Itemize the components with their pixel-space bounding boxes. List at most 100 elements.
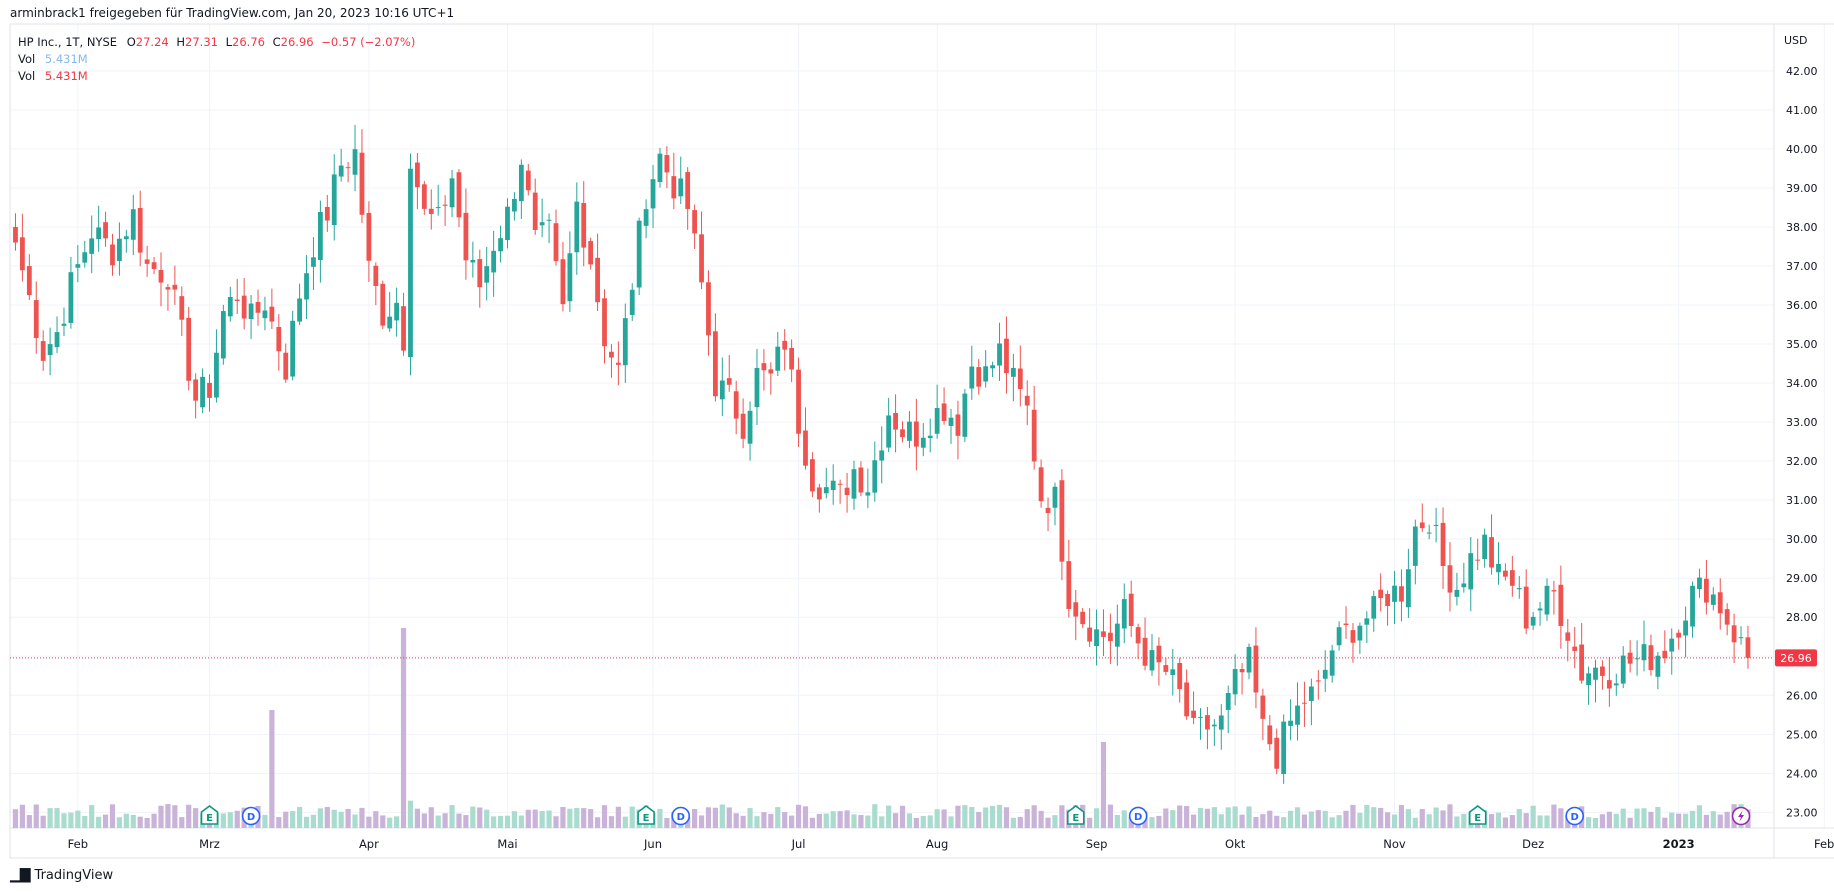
volume-bar (394, 816, 400, 828)
volume-bar (574, 807, 580, 828)
candle-body (428, 208, 434, 214)
candle (1461, 562, 1467, 593)
volume-bar (1038, 810, 1044, 828)
candle-body (872, 460, 878, 493)
x-tick-label: 2023 (1663, 837, 1695, 851)
volume-bar (1385, 812, 1391, 828)
candle-body (1232, 669, 1238, 695)
earnings-event-icon[interactable]: E (1066, 805, 1085, 825)
candle-body (920, 437, 926, 448)
candle (387, 292, 393, 332)
volume-label-1[interactable]: Vol (18, 52, 36, 66)
candle-body (1315, 680, 1321, 682)
volume-bar (290, 811, 296, 828)
volume-bar (553, 816, 559, 828)
volume-bar (1003, 807, 1010, 828)
candle (955, 400, 961, 460)
candle-body (1059, 480, 1065, 562)
x-tick-label: Feb (68, 837, 88, 851)
volume-bar (1378, 807, 1384, 828)
candle-body (1503, 570, 1508, 577)
volume-bar (761, 812, 767, 828)
candle (650, 164, 656, 228)
volume-bar (1371, 807, 1377, 828)
candle-body (1433, 524, 1439, 526)
time-axis[interactable]: Feb Mrz Apr Mai Jun Jul Aug Sep Okt Nov Dez 2023 Feb (68, 837, 1834, 851)
candle (858, 461, 864, 497)
candle (913, 398, 919, 471)
dividend-marker-letter: D (1571, 812, 1579, 823)
candle-body (844, 487, 850, 496)
y-tick-label: 23.00 (1786, 806, 1818, 819)
earnings-marker-letter: E (1474, 813, 1481, 824)
volume-bar (366, 816, 372, 828)
dividend-event-icon[interactable]: D (1128, 806, 1148, 826)
candle (1468, 536, 1474, 612)
price-axis[interactable]: 23.0024.0025.0026.0027.0028.0029.0030.00… (1786, 65, 1818, 820)
candle-body (1357, 625, 1363, 641)
volume-bar (775, 807, 781, 828)
candle (997, 322, 1002, 381)
volume-bar (927, 815, 933, 828)
dividend-event-icon[interactable]: D (1565, 806, 1585, 826)
candle-body (415, 162, 420, 188)
y-tick-label: 39.00 (1786, 182, 1818, 195)
dividend-event-icon[interactable]: D (241, 806, 261, 826)
candle (82, 240, 88, 268)
volume-bar (1585, 817, 1592, 828)
volume-bar (1669, 812, 1675, 828)
earnings-event-icon[interactable]: E (1468, 805, 1487, 825)
candle (629, 283, 635, 321)
candle-body (823, 487, 829, 494)
candle-body (816, 487, 822, 500)
volume-bar (1260, 814, 1266, 828)
share-attribution: arminbrack1 freigegeben für TradingView.… (10, 6, 455, 20)
volume-bar (1454, 816, 1460, 828)
earnings-event-icon[interactable]: E (637, 805, 655, 825)
volume-bar (1502, 817, 1509, 828)
candle-body (1066, 561, 1072, 609)
y-tick-label: 38.00 (1786, 221, 1818, 234)
volume-label-2[interactable]: Vol (18, 69, 36, 83)
candle-body (678, 178, 684, 197)
volume-bar (989, 805, 996, 828)
candle-body (200, 376, 205, 408)
candle (1572, 626, 1578, 669)
tradingview-brand[interactable]: ▁▇ TradingView (10, 867, 113, 883)
volume-bar (837, 811, 843, 828)
candle (227, 286, 233, 322)
candle (1697, 568, 1702, 598)
candle (1239, 663, 1245, 695)
candle (733, 380, 739, 435)
x-tick-label: Okt (1225, 837, 1246, 851)
candle (1627, 640, 1633, 673)
candle (220, 304, 226, 365)
candle (1308, 678, 1314, 726)
candle (1364, 611, 1370, 644)
earnings-marker-letter: E (1072, 813, 1079, 824)
candle-body (19, 237, 25, 271)
candle-body (1260, 695, 1266, 719)
volume-bar (477, 807, 483, 828)
dividend-event-icon[interactable]: D (671, 806, 691, 826)
symbol-name[interactable]: HP Inc., 1T, NYSE (18, 35, 118, 49)
y-tick-label: 36.00 (1786, 299, 1818, 312)
candle (1045, 497, 1051, 532)
candle-body (477, 259, 483, 288)
volume-bar (906, 813, 913, 828)
candle-body (1343, 623, 1349, 626)
earnings-event-icon[interactable]: E (200, 805, 219, 825)
volume-bar (934, 809, 940, 828)
candle (449, 169, 455, 218)
candle-body (1697, 577, 1702, 590)
volume-bar (82, 816, 88, 828)
candle-body (754, 367, 760, 408)
volume-bar (705, 807, 712, 828)
candle-body (990, 365, 995, 369)
candle (1683, 606, 1688, 658)
x-tick-label: Jun (643, 837, 662, 851)
candle-body (1419, 522, 1425, 529)
split-event-icon[interactable] (1731, 806, 1751, 826)
candle-body (1482, 534, 1488, 560)
